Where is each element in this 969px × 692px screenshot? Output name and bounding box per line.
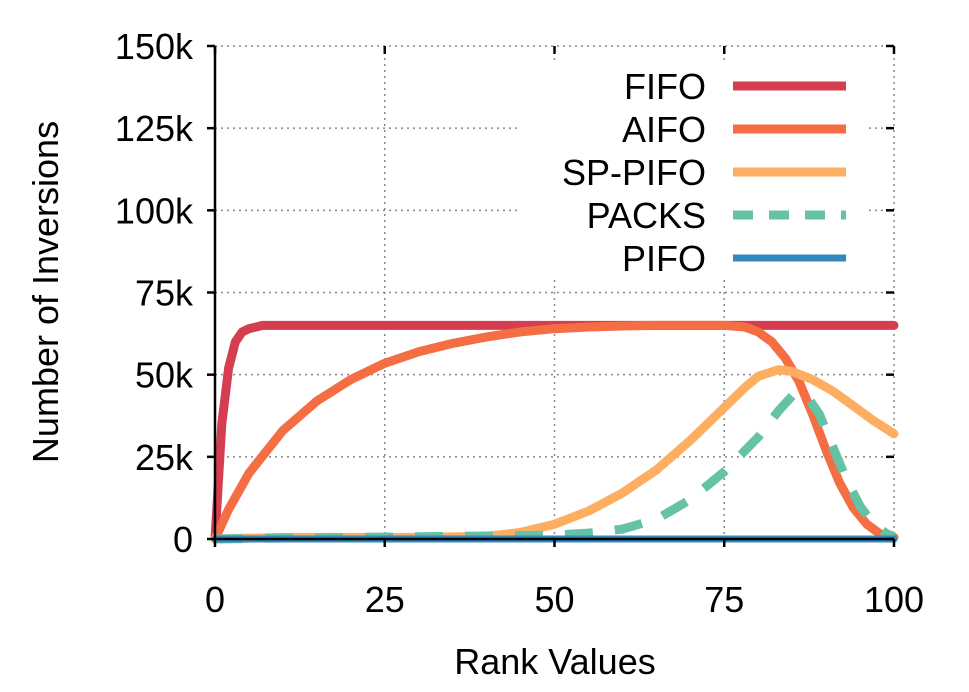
series-line-packs bbox=[214, 389, 896, 544]
x-tick-label: 0 bbox=[205, 579, 225, 620]
series-layer bbox=[210, 320, 899, 544]
x-tick-label: 75 bbox=[704, 579, 744, 620]
x-tick-label: 25 bbox=[365, 579, 405, 620]
legend-label-sp-pifo: SP-PIFO bbox=[562, 152, 706, 193]
axes bbox=[207, 44, 896, 547]
tick-labels: 0 25 50 75 100 0 25k 50k 75k 100k 125k 150k bbox=[115, 26, 924, 620]
legend-label-packs: PACKS bbox=[587, 195, 706, 236]
x-tick-label: 100 bbox=[864, 579, 924, 620]
y-axis-label: Number of Inversions bbox=[25, 121, 66, 463]
legend-label-fifo: FIFO bbox=[624, 66, 706, 107]
x-axis-label: Rank Values bbox=[454, 641, 655, 682]
y-tick-label: 125k bbox=[115, 108, 194, 149]
x-tick-label: 50 bbox=[534, 579, 574, 620]
y-tick-label: 50k bbox=[135, 355, 194, 396]
y-tick-label: 25k bbox=[135, 437, 194, 478]
y-tick-label: 100k bbox=[115, 190, 194, 231]
series-line-fifo bbox=[210, 320, 899, 544]
y-tick-label: 150k bbox=[115, 26, 194, 67]
legend-label-aifo: AIFO bbox=[622, 109, 706, 150]
y-tick-label: 75k bbox=[135, 273, 194, 314]
y-tick-label: 0 bbox=[173, 519, 193, 560]
legend-label-pifo: PIFO bbox=[622, 238, 706, 279]
series-line-aifo bbox=[210, 320, 899, 544]
